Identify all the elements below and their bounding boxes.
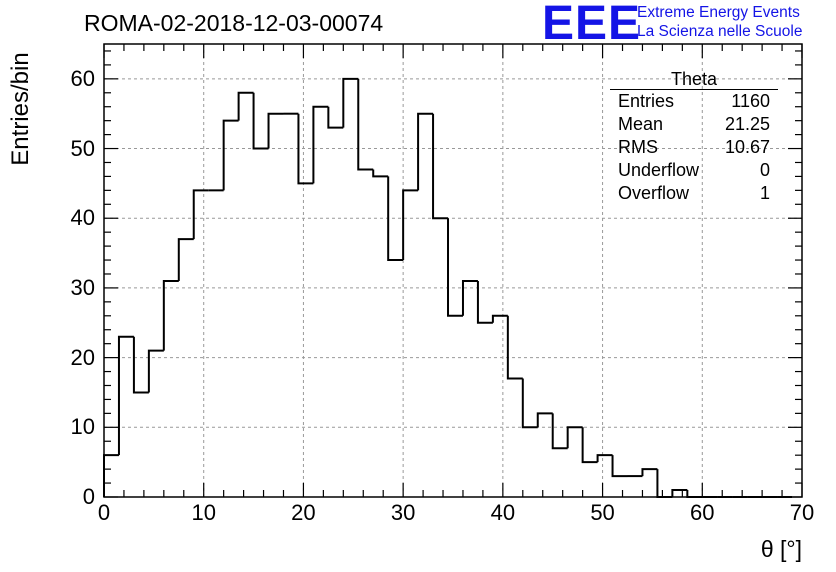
logo-line-2: La Scienza nelle Scuole — [637, 23, 803, 40]
histogram-bin — [117, 335, 134, 456]
x-tick-label: 70 — [789, 500, 815, 525]
plot-frame — [103, 43, 803, 498]
histogram-bin — [671, 489, 688, 497]
stats-row-rms: RMS 10.67 — [610, 136, 778, 159]
histogram-bin — [297, 113, 314, 185]
y-tick-label: 20 — [70, 344, 95, 370]
histogram-bin — [237, 91, 254, 121]
x-axis-label: θ [°] — [760, 536, 802, 562]
eee-logo: EEE — [542, 0, 642, 50]
x-tick-label: 0 — [97, 500, 111, 525]
stats-label: Overflow — [618, 183, 690, 203]
x-tick-label: 60 — [690, 500, 715, 525]
x-tick-label: 10 — [191, 500, 216, 525]
histogram-bin — [641, 468, 658, 477]
histogram-bin — [327, 106, 344, 129]
histogram-bin — [566, 426, 583, 449]
x-tick-label: 40 — [490, 500, 516, 525]
stats-title: Theta — [610, 69, 778, 90]
histogram — [103, 77, 793, 498]
histogram-bin — [656, 469, 673, 498]
histogram-bin — [447, 218, 463, 317]
histogram-bin — [536, 412, 553, 428]
histogram-bin — [357, 78, 374, 171]
logo-line-1: Extreme Energy Events — [637, 4, 800, 21]
histogram-bin — [132, 336, 149, 394]
histogram-bin — [476, 280, 493, 324]
logo-caption: Extreme Energy Events La Scienza nelle S… — [637, 3, 802, 41]
histogram-bin — [551, 413, 568, 450]
histogram-bin — [432, 113, 449, 220]
x-tick-label: 30 — [390, 500, 416, 525]
histogram-bin — [147, 349, 164, 393]
y-tick-label: 0 — [82, 484, 95, 509]
histogram-bin — [611, 455, 628, 478]
stats-row-overflow: Overflow 1 — [610, 182, 778, 205]
y-tick-label: 40 — [70, 205, 95, 231]
histogram-bin — [461, 279, 478, 316]
stats-value: 0 — [759, 160, 770, 180]
y-axis-label: Entries/bin — [7, 52, 34, 166]
histogram-bin — [252, 92, 269, 150]
histogram-bin — [402, 189, 419, 261]
histogram-bin — [372, 169, 389, 178]
stats-value: 1 — [759, 183, 770, 203]
stats-row-entries: Entries 1160 — [610, 90, 778, 113]
histogram-bin — [177, 238, 194, 281]
histogram-bin — [312, 105, 329, 184]
histogram-bin — [192, 189, 209, 240]
histogram-bin — [342, 77, 359, 128]
stats-label: Underflow — [618, 160, 700, 180]
x-tick-label: 50 — [590, 500, 615, 525]
stats-value: 1160 — [731, 91, 770, 111]
y-tick-label: 60 — [70, 65, 95, 91]
histogram-bin — [596, 454, 613, 463]
histogram-bin — [267, 112, 284, 149]
y-tick-label: 10 — [70, 414, 95, 440]
histogram-bin — [491, 314, 508, 323]
stats-label: Entries — [618, 91, 675, 111]
x-tick-label: 20 — [291, 500, 316, 525]
stats-label: Mean — [618, 114, 664, 134]
histogram-bin — [521, 378, 538, 429]
grid — [104, 44, 802, 497]
stats-row-mean: Mean 21.25 — [610, 113, 778, 136]
stats-label: RMS — [618, 137, 658, 157]
y-tick-label: 50 — [70, 135, 95, 161]
stats-row-underflow: Underflow 0 — [610, 159, 778, 182]
histogram-bin — [387, 176, 404, 262]
histogram-bin — [506, 315, 523, 380]
histogram-bin — [162, 279, 179, 351]
stats-box: Theta Entries 1160 Mean 21.25 RMS 10.67 … — [610, 69, 778, 205]
histogram-bin — [686, 490, 703, 498]
histogram-bin — [222, 119, 239, 191]
stats-value: 10.67 — [724, 137, 770, 157]
histogram-bin — [581, 427, 598, 464]
stats-value: 21.25 — [724, 114, 770, 134]
y-tick-label: 30 — [70, 274, 95, 300]
chart-title: ROMA-02-2018-12-03-00074 — [84, 10, 384, 36]
histogram-bin — [417, 112, 434, 191]
histogram-bin — [103, 454, 119, 497]
